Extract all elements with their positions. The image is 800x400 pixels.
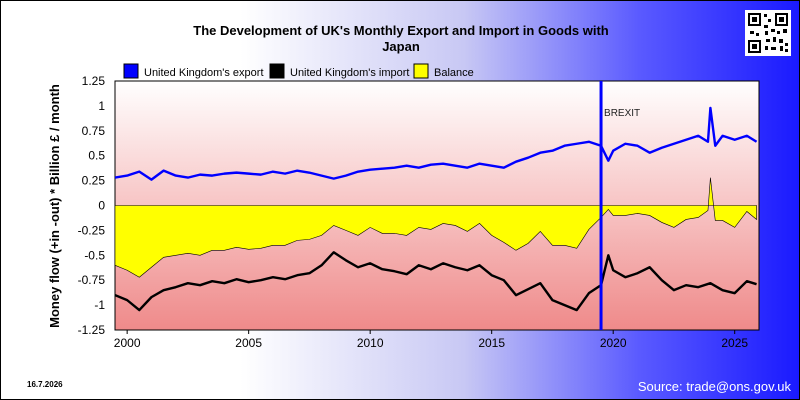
x-tick-label: 2015 [478, 336, 505, 350]
date-stamp: 16.7.2026 [27, 380, 63, 389]
y-tick-label: 1.25 [82, 74, 106, 88]
series-import-line [115, 251, 757, 312]
chart-title-line2: Japan [382, 39, 420, 54]
legend-label-balance: Balance [434, 67, 474, 79]
x-tick-label: 2000 [114, 336, 141, 350]
plot-layer [115, 106, 758, 312]
qr-code-icon [745, 10, 791, 56]
y-axis-label: Money flow (+in -out) * Billion £ / mont… [47, 84, 62, 328]
y-tick-label: -0.25 [78, 223, 106, 237]
y-tick-label: -0.5 [84, 248, 105, 262]
legend-label-import: United Kingdom's import [290, 67, 410, 79]
series-export-line [115, 106, 758, 181]
x-tick-label: 2025 [721, 336, 748, 350]
legend-swatch-balance [413, 63, 429, 79]
y-tick-label: 0 [98, 199, 105, 213]
chart-title-line1: The Development of UK's Monthly Export a… [193, 23, 609, 38]
legend-swatch-export [123, 63, 139, 79]
y-tick-label: -1.25 [78, 323, 106, 337]
y-tick-label: 0.25 [82, 174, 106, 188]
series-balance-area [115, 177, 757, 278]
brexit-label: BREXIT [604, 108, 640, 119]
x-tick-label: 2010 [357, 336, 384, 350]
y-tick-label: 0.5 [88, 149, 105, 163]
y-tick-label: -1 [94, 298, 105, 312]
x-tick-label: 2020 [600, 336, 627, 350]
legend-label-export: United Kingdom's export [144, 67, 264, 79]
y-tick-label: 0.75 [82, 124, 106, 138]
y-tick-label: 1 [98, 99, 105, 113]
axis-layer: BREXIT 1.25 1 0.75 0.5 0.25 0 -0.25 -0.5 -0.75 -1 -… [78, 74, 749, 350]
legend: United Kingdom's export United Kingdom's… [123, 63, 474, 79]
y-tick-label: -0.75 [78, 273, 106, 287]
source-note: Source: trade@ons.gov.uk [638, 379, 792, 394]
x-tick-label: 2005 [235, 336, 262, 350]
legend-swatch-import [269, 63, 285, 79]
